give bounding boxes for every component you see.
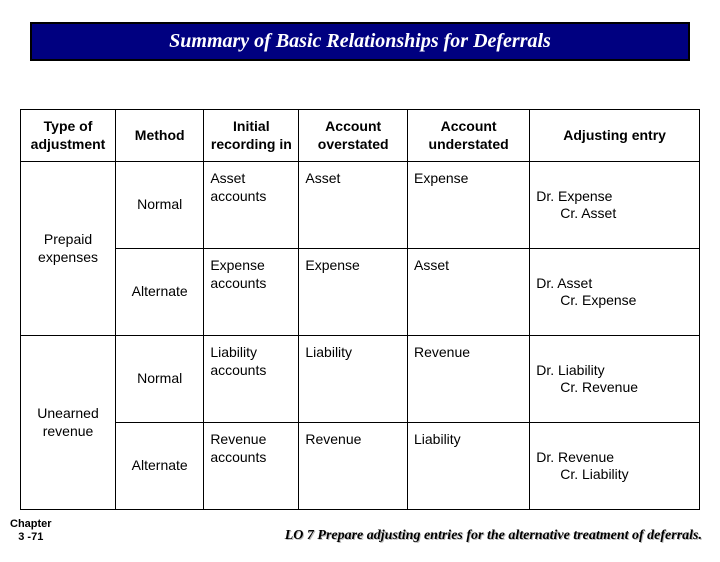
- col-under: Account understated: [407, 110, 529, 162]
- table-row: Alternate Revenue accounts Revenue Liabi…: [21, 423, 700, 510]
- cell-under: Liability: [407, 423, 529, 510]
- col-adj: Adjusting entry: [530, 110, 700, 162]
- group-label: Unearned revenue: [21, 336, 116, 510]
- cell-adj: Dr. Expense Cr. Asset: [530, 162, 700, 249]
- cell-initial: Expense accounts: [204, 249, 299, 336]
- adj-cr: Cr. Expense: [536, 292, 693, 310]
- group-label: Prepaid expenses: [21, 162, 116, 336]
- cell-method: Normal: [116, 336, 204, 423]
- adj-dr: Dr. Asset: [536, 275, 592, 291]
- table-header-row: Type of adjustment Method Initial record…: [21, 110, 700, 162]
- col-initial: Initial recording in: [204, 110, 299, 162]
- adj-dr: Dr. Liability: [536, 362, 604, 378]
- adj-dr: Dr. Expense: [536, 188, 612, 204]
- table-row: Unearned revenue Normal Liability accoun…: [21, 336, 700, 423]
- cell-over: Expense: [299, 249, 408, 336]
- col-over: Account overstated: [299, 110, 408, 162]
- cell-over: Asset: [299, 162, 408, 249]
- cell-method: Alternate: [116, 249, 204, 336]
- page-title: Summary of Basic Relationships for Defer…: [169, 30, 551, 52]
- cell-initial: Revenue accounts: [204, 423, 299, 510]
- deferrals-table-container: Type of adjustment Method Initial record…: [20, 109, 700, 510]
- cell-over: Revenue: [299, 423, 408, 510]
- table-row: Prepaid expenses Normal Asset accounts A…: [21, 162, 700, 249]
- adj-dr: Dr. Revenue: [536, 449, 614, 465]
- chapter-reference: Chapter 3 -71: [10, 518, 52, 544]
- footer: Chapter 3 -71 LO 7 Prepare adjusting ent…: [0, 518, 720, 544]
- cell-under: Asset: [407, 249, 529, 336]
- learning-objective: LO 7 Prepare adjusting entries for the a…: [285, 528, 702, 544]
- cell-adj: Dr. Asset Cr. Expense: [530, 249, 700, 336]
- chapter-line2: 3 -71: [10, 531, 52, 544]
- adj-cr: Cr. Revenue: [536, 379, 693, 397]
- cell-under: Revenue: [407, 336, 529, 423]
- col-method: Method: [116, 110, 204, 162]
- cell-initial: Asset accounts: [204, 162, 299, 249]
- cell-under: Expense: [407, 162, 529, 249]
- cell-adj: Dr. Liability Cr. Revenue: [530, 336, 700, 423]
- col-type: Type of adjustment: [21, 110, 116, 162]
- adj-cr: Cr. Liability: [536, 466, 693, 484]
- title-banner: Summary of Basic Relationships for Defer…: [30, 22, 690, 61]
- adj-cr: Cr. Asset: [536, 205, 693, 223]
- cell-over: Liability: [299, 336, 408, 423]
- chapter-line1: Chapter: [10, 518, 52, 531]
- cell-adj: Dr. Revenue Cr. Liability: [530, 423, 700, 510]
- deferrals-table: Type of adjustment Method Initial record…: [20, 109, 700, 510]
- cell-method: Normal: [116, 162, 204, 249]
- cell-initial: Liability accounts: [204, 336, 299, 423]
- cell-method: Alternate: [116, 423, 204, 510]
- table-row: Alternate Expense accounts Expense Asset…: [21, 249, 700, 336]
